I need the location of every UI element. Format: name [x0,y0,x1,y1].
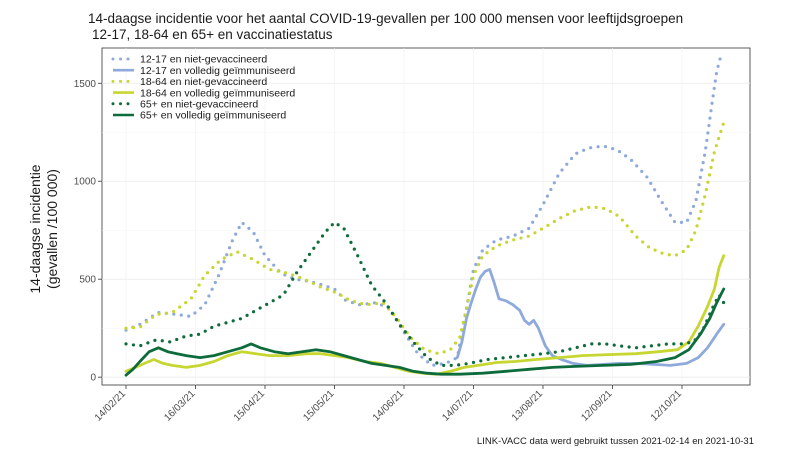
chart-title: 14-daagse incidentie voor het aantal COV… [88,11,683,26]
series-line-5 [124,220,726,367]
y-tick-label: 1000 [74,177,97,188]
legend-label: 18-64 en volledig geïmmuniseerd [140,87,295,99]
x-tick-label: 14/06/21 [371,388,407,424]
x-axis: 14/02/21 16/03/21 15/04/21 15/05/21 14/06/21… [93,385,685,424]
x-tick-label: 12/10/21 [649,388,685,424]
legend-item: 18-64 en niet-gevaccineerd [111,76,267,88]
x-tick-label: 16/03/21 [162,388,198,424]
y-tick-label: 1500 [74,79,97,90]
data-caption: LINK-VACC data werd gebruikt tussen 2021… [477,436,754,447]
legend-label: 65+ en volledig geïmmuniseerd [140,110,286,122]
x-tick-label: 13/08/21 [510,388,546,424]
legend-label: 12-17 en volledig geïmmuniseerd [140,65,295,77]
series-line-1 [124,52,723,367]
y-tick-label: 500 [79,275,96,286]
legend-item: 12-17 en volledig geïmmuniseerd [113,65,295,77]
y-axis-title-line2: (gevallen /100 000) [44,169,60,289]
legend-label: 12-17 en niet-gevaccineerd [140,54,267,66]
x-tick-label: 14/02/21 [93,388,129,424]
y-tick-label: 0 [90,373,96,384]
legend-item: 18-64 en volledig geïmmuniseerd [113,87,295,99]
y-axis-title: 14-daagse incidentie (gevallen /100 000) [27,164,60,293]
x-tick-label: 14/07/21 [440,388,476,424]
legend-item: 12-17 en niet-gevaccineerd [111,54,267,66]
series-line-6 [124,287,726,377]
y-axis-title-line1: 14-daagse incidentie [27,164,43,293]
y-axis: 0 500 1000 1500 [74,79,102,384]
x-tick-label: 12/09/21 [579,388,615,424]
chart-subtitle: 12-17, 18-64 en 65+ en vaccinatiestatus [92,27,333,42]
gridlines [102,48,750,385]
legend-item: 65+ en niet-gevaccineerd [111,99,258,111]
legend-label: 18-64 en niet-gevaccineerd [140,76,267,88]
legend-label: 65+ en niet-gevaccineerd [140,99,258,111]
x-tick-label: 15/04/21 [232,388,268,424]
series-layer [124,52,726,377]
x-tick-label: 15/05/21 [301,388,337,424]
plot-panel [101,47,751,386]
series-line-3 [124,120,726,356]
series-line-2 [455,268,726,367]
legend-item: 65+ en volledig geïmmuniseerd [113,110,286,122]
